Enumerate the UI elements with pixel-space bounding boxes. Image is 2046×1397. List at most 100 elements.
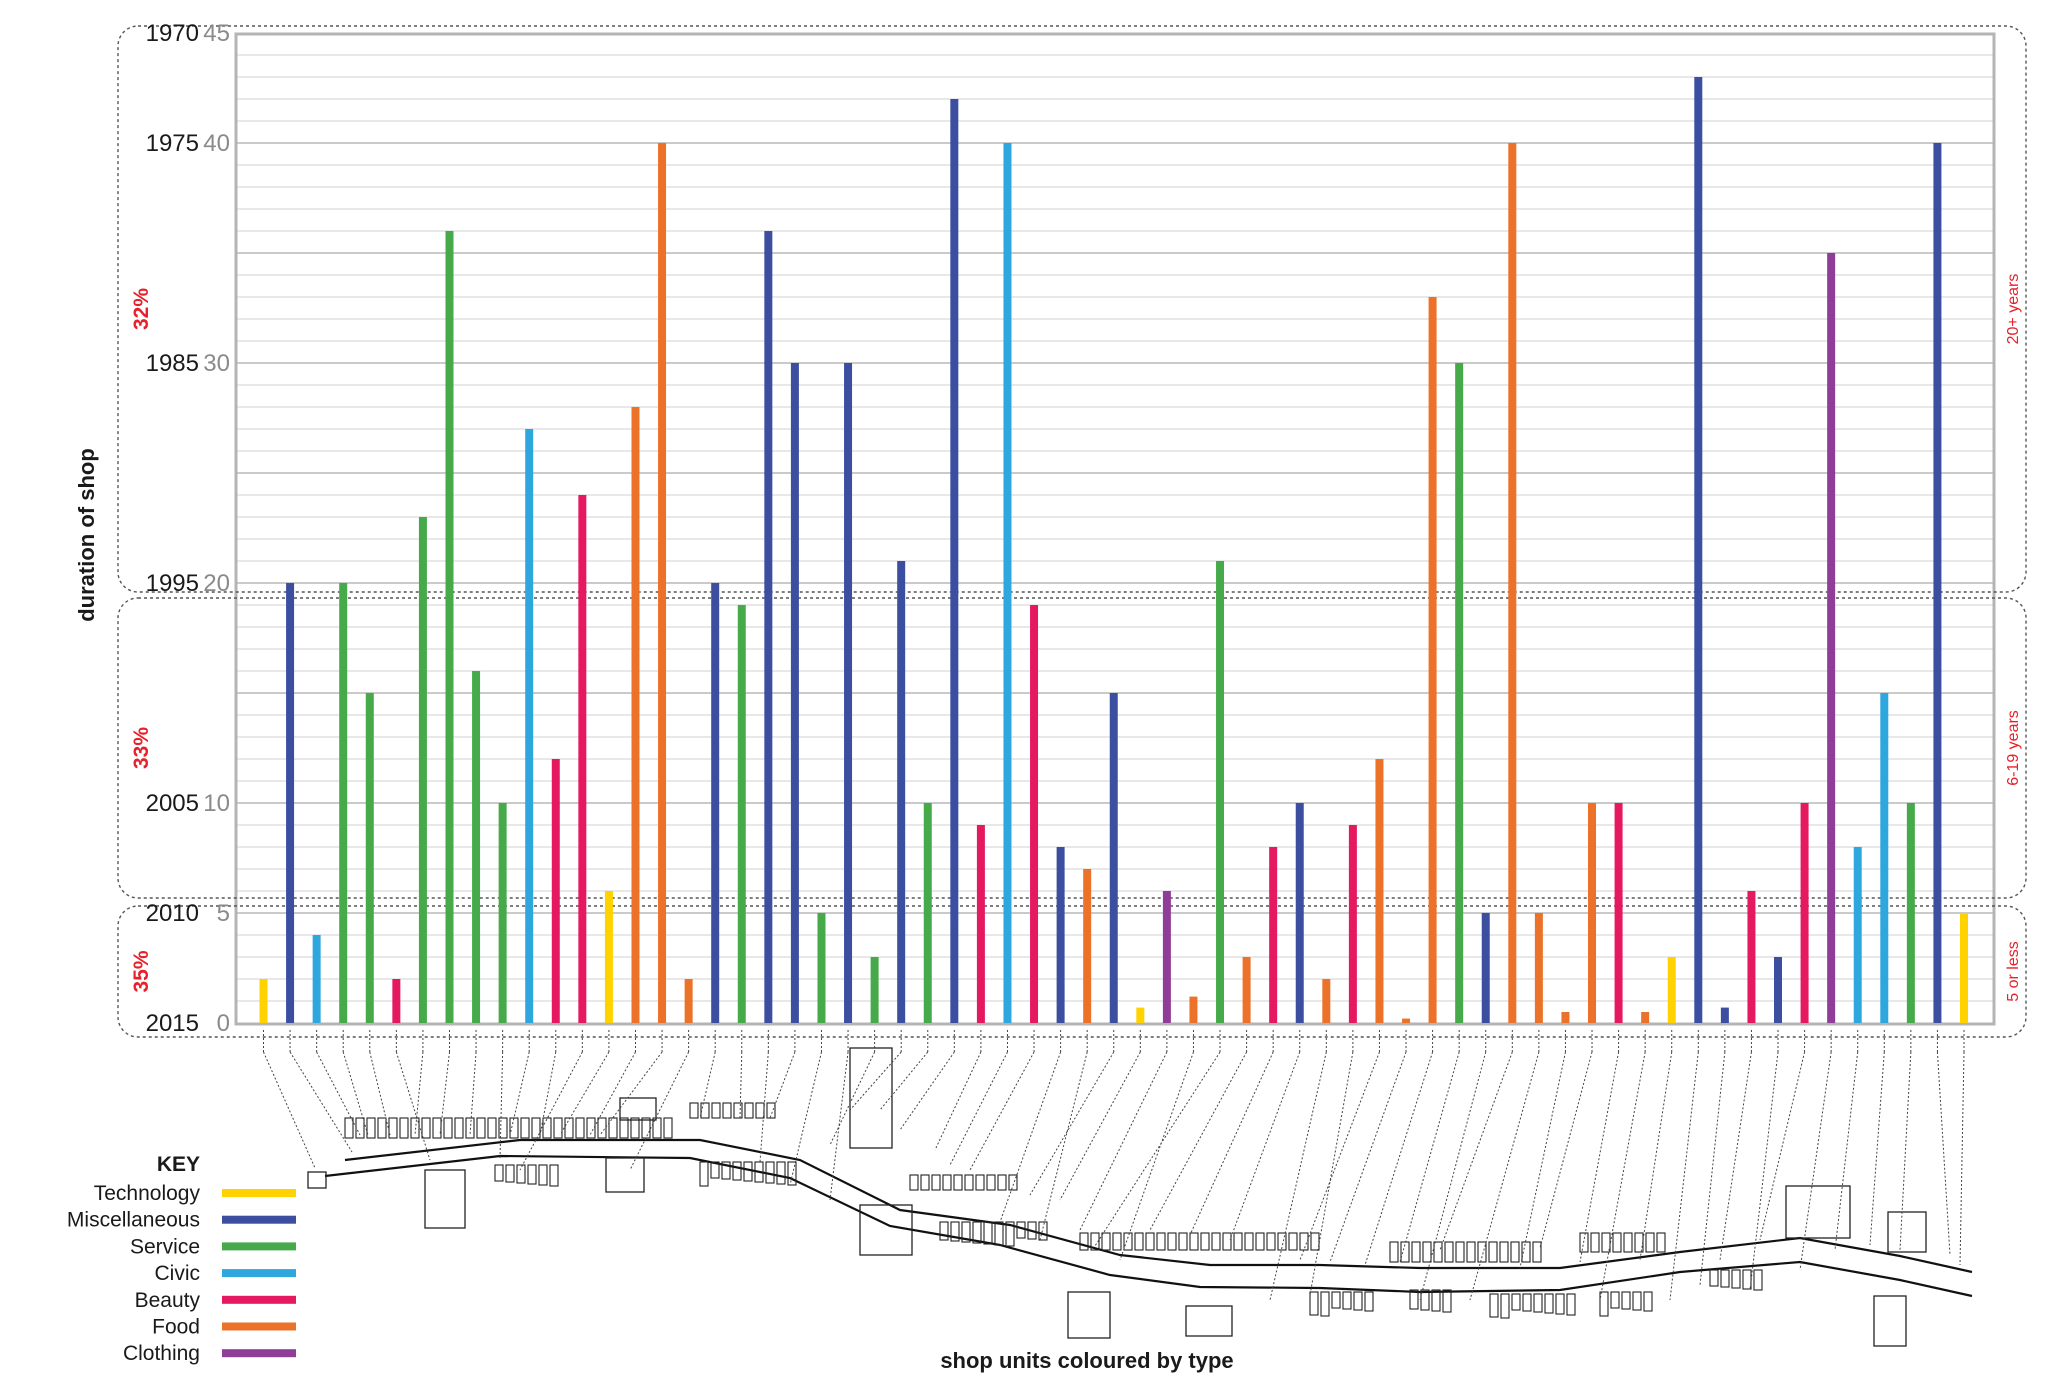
bar	[1800, 803, 1809, 1023]
building-outline	[1420, 1289, 1430, 1311]
bar	[1003, 143, 1012, 1023]
building-outline	[520, 1117, 530, 1139]
y-tick-label: 40	[203, 130, 230, 157]
leader-line	[1519, 1051, 1566, 1269]
building-outline	[1499, 1241, 1509, 1263]
building-outline	[1579, 1232, 1589, 1253]
leader-line	[1869, 1051, 1885, 1246]
building-outline	[1785, 1185, 1851, 1239]
bar	[1083, 869, 1092, 1023]
leader-line	[739, 1051, 743, 1119]
leader-line	[1539, 1051, 1593, 1249]
building-outline	[733, 1102, 743, 1119]
bar	[897, 561, 906, 1023]
building-outline	[527, 1164, 537, 1185]
bar	[817, 913, 826, 1023]
building-outline	[443, 1117, 453, 1139]
building-outline	[586, 1117, 596, 1139]
building-outline	[641, 1117, 651, 1139]
building-outline	[498, 1117, 508, 1139]
leader-line	[509, 1051, 530, 1136]
bar	[1375, 759, 1384, 1023]
building-outline	[994, 1221, 1004, 1246]
building-outline	[964, 1174, 974, 1191]
building-outline	[776, 1161, 786, 1185]
leader-line	[1269, 1051, 1327, 1301]
bar	[418, 517, 427, 1023]
building-outline	[1320, 1291, 1330, 1317]
building-outline	[1342, 1291, 1352, 1310]
bar	[1162, 891, 1171, 1023]
bar	[286, 583, 295, 1023]
leader-line	[1189, 1051, 1274, 1236]
building-outline	[1632, 1291, 1642, 1311]
building-outline	[1090, 1232, 1100, 1251]
leader-line	[395, 1051, 431, 1161]
building-outline	[1887, 1211, 1927, 1253]
leader-line	[342, 1051, 369, 1136]
building-outline	[1522, 1293, 1532, 1312]
bar	[737, 605, 746, 1023]
building-outline	[755, 1102, 765, 1119]
bar	[445, 231, 454, 1023]
building-outline	[1634, 1232, 1644, 1253]
band-label: 20+ years	[2005, 274, 2022, 345]
key-label: Technology	[94, 1182, 201, 1205]
y-axis-label: duration of shop	[74, 448, 99, 622]
leader-lines	[263, 1030, 1965, 1301]
building-outline	[1532, 1241, 1542, 1263]
building-outline	[1599, 1291, 1609, 1317]
building-outline	[1067, 1291, 1111, 1339]
building-outline	[1533, 1293, 1543, 1313]
street-kerb	[344, 1138, 1973, 1274]
leader-line	[519, 1051, 583, 1171]
building-outline	[1709, 1269, 1719, 1287]
building-outline	[1008, 1174, 1018, 1191]
building-outline	[961, 1221, 971, 1243]
bar	[1216, 561, 1225, 1023]
leader-line	[879, 1051, 929, 1111]
building-outline	[1422, 1241, 1432, 1263]
leader-line	[899, 1051, 955, 1131]
building-outline	[986, 1174, 996, 1191]
building-outline	[454, 1117, 464, 1139]
bar	[1933, 143, 1942, 1023]
building-outline	[1288, 1232, 1298, 1251]
bar	[312, 935, 321, 1023]
leader-line	[1094, 1051, 1221, 1247]
leader-line	[1059, 1051, 1141, 1201]
building-outline	[1134, 1232, 1144, 1251]
band-percent: 32%	[130, 288, 153, 330]
building-outline	[1645, 1232, 1655, 1253]
building-outline	[1178, 1232, 1188, 1251]
key-title: KEY	[157, 1153, 200, 1176]
bar	[604, 891, 613, 1023]
building-outline	[722, 1102, 732, 1119]
building-outline	[1112, 1232, 1122, 1251]
building-outline	[465, 1117, 475, 1139]
building-outline	[909, 1174, 919, 1191]
leader-line	[629, 1051, 690, 1171]
leader-line	[1329, 1051, 1407, 1263]
building-outline	[1610, 1291, 1620, 1309]
bar	[1641, 1012, 1650, 1023]
key-swatch	[222, 1322, 296, 1331]
y-tick-year: 1995	[146, 570, 199, 597]
key-swatch	[222, 1295, 296, 1304]
building-outline	[920, 1174, 930, 1191]
building-outline	[388, 1117, 398, 1139]
bar	[1960, 913, 1968, 1023]
building-outline	[307, 1171, 327, 1189]
y-tick-year: 2010	[146, 900, 199, 927]
building-outline	[605, 1157, 645, 1193]
building-outline	[619, 1097, 657, 1121]
leader-line	[849, 1051, 902, 1111]
bar	[1853, 847, 1862, 1023]
building-outline	[1500, 1293, 1510, 1319]
building-outline	[1189, 1232, 1199, 1251]
y-tick-year: 1975	[146, 130, 199, 157]
building-outline	[1511, 1293, 1521, 1311]
building-outline	[652, 1117, 662, 1139]
building-outline	[1331, 1291, 1341, 1309]
bar	[1322, 979, 1331, 1023]
